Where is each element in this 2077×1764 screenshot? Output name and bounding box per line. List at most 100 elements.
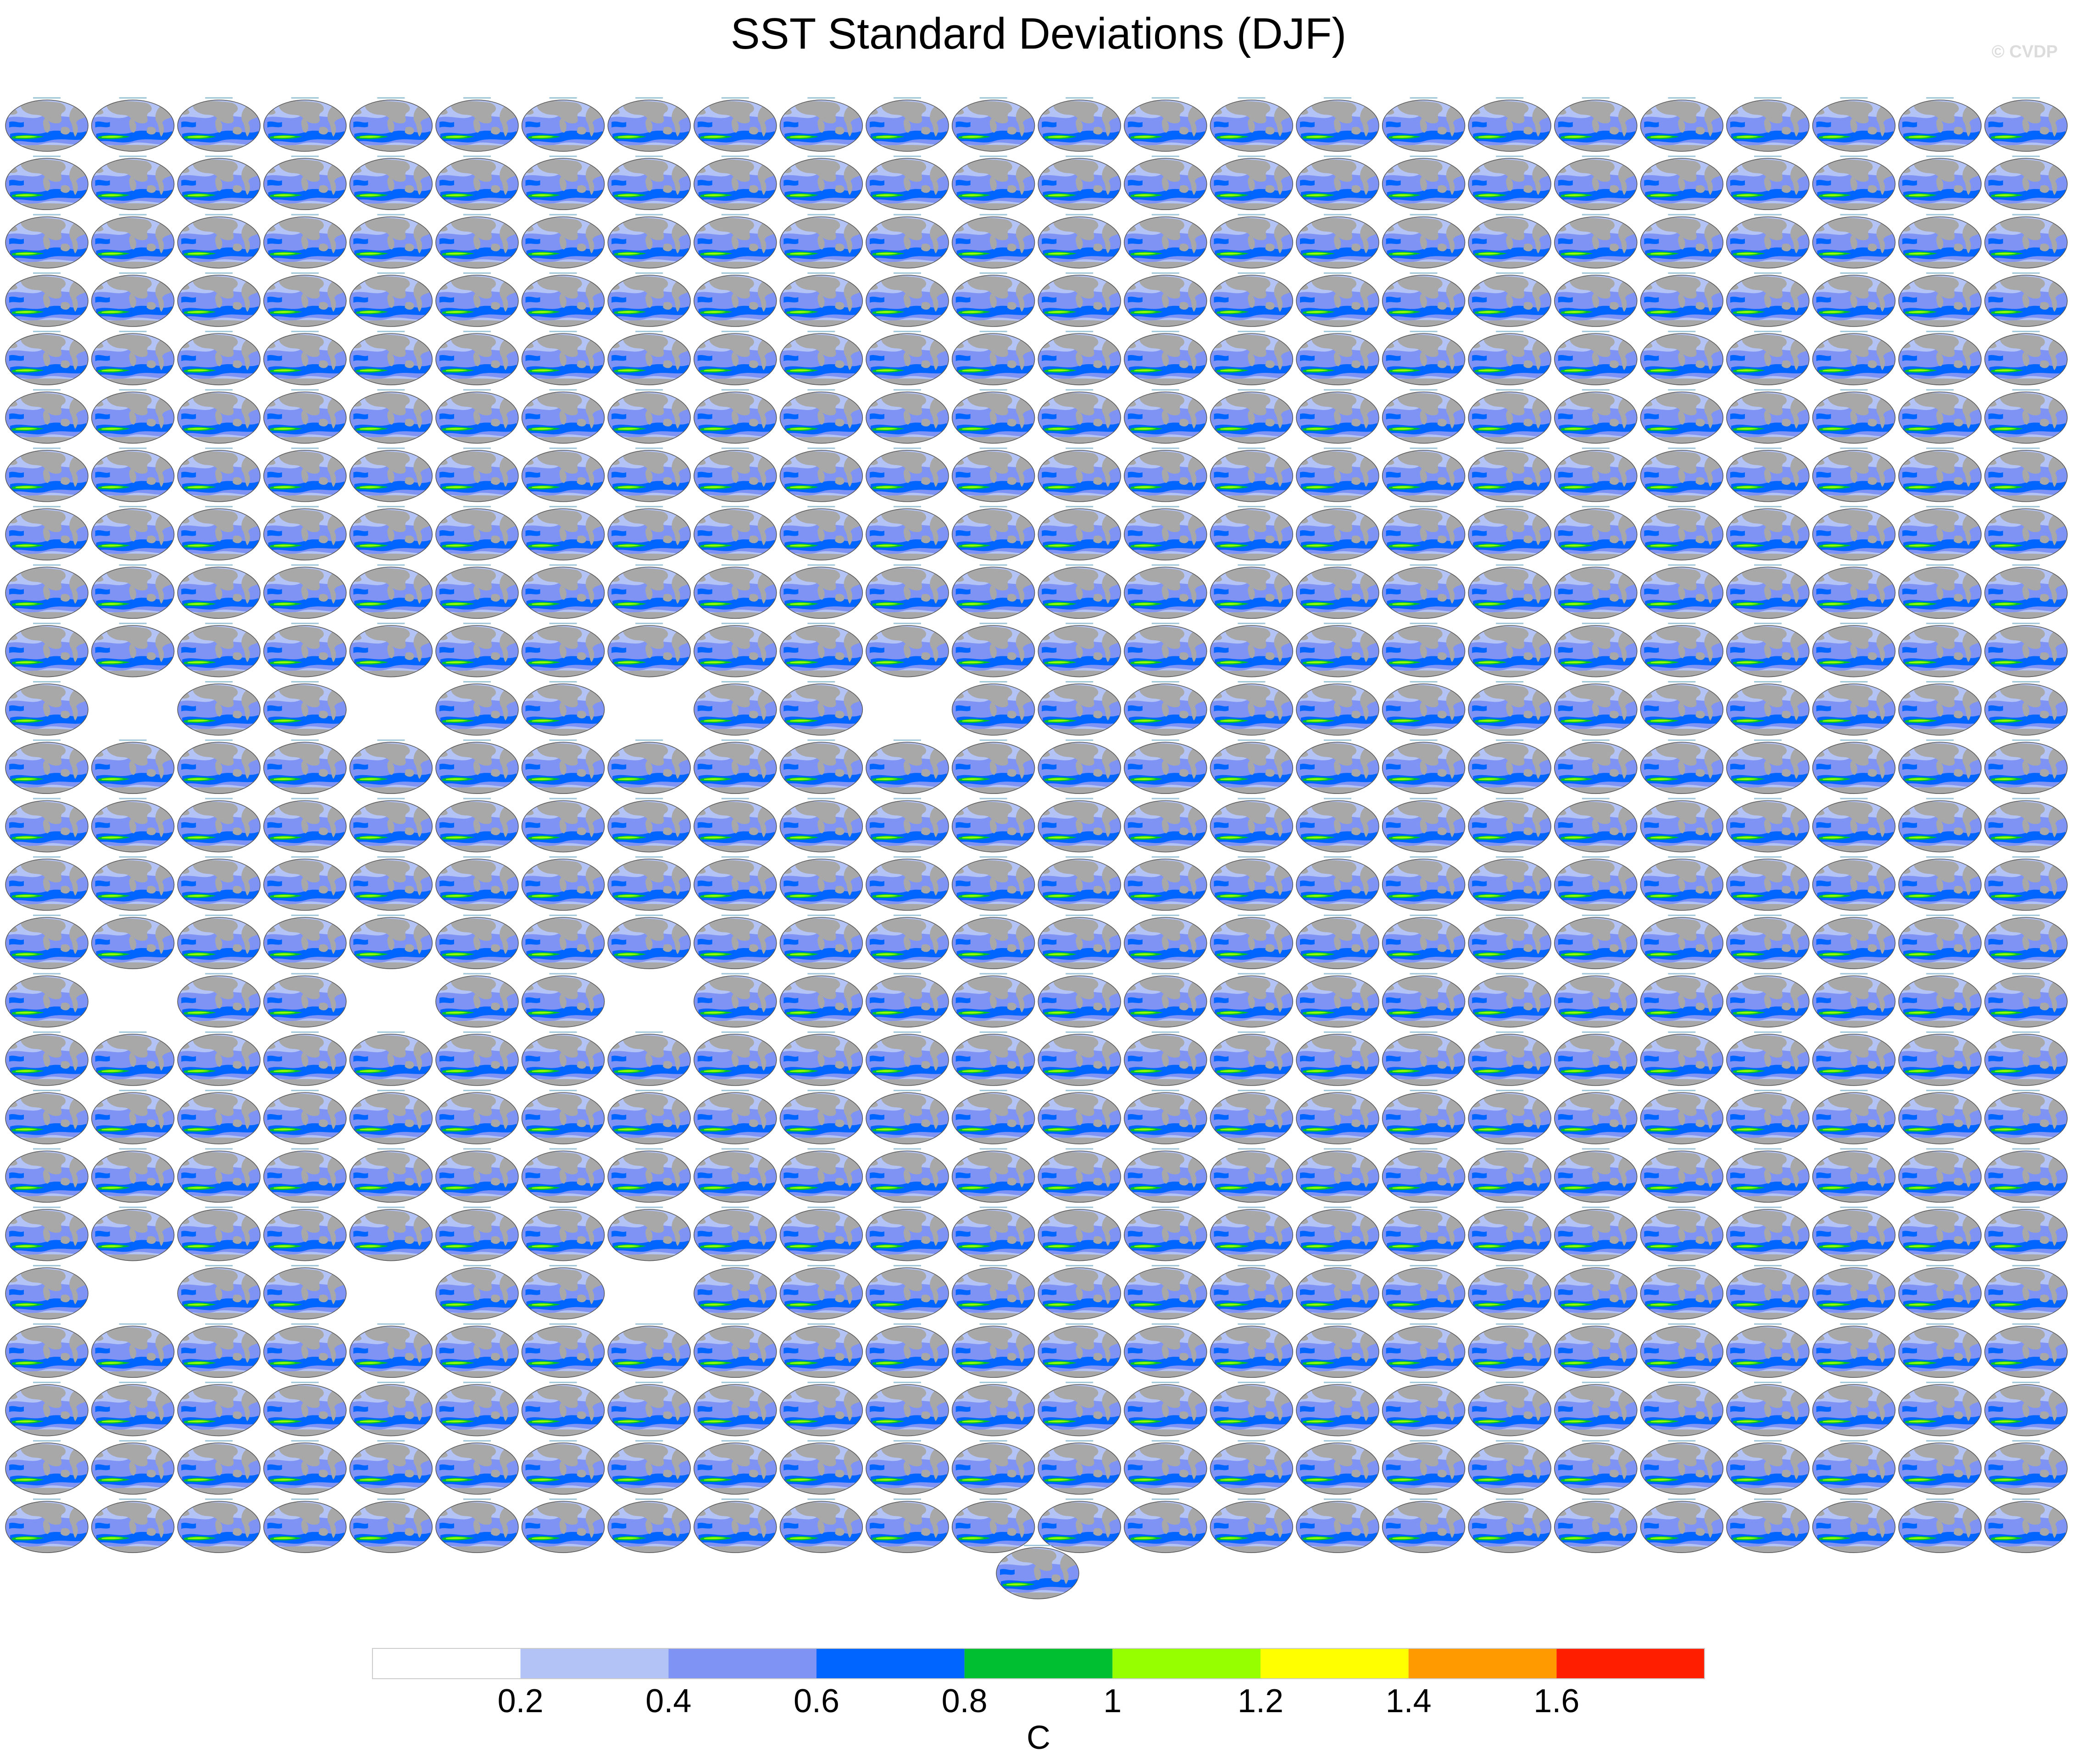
colorbar-box — [668, 1648, 816, 1679]
sst-map-panel — [866, 1381, 949, 1436]
sst-map-panel — [1124, 1498, 1207, 1553]
sst-map-panel — [1813, 1265, 1895, 1319]
sst-map-panel — [1555, 973, 1637, 1027]
sst-map-panel — [1124, 739, 1207, 793]
sst-map-panel — [178, 272, 260, 327]
sst-map-panel — [952, 1090, 1035, 1144]
colorbar-tick-label: 0.4 — [645, 1683, 692, 1720]
sst-map-panel — [264, 1498, 346, 1553]
sst-map-panel — [178, 739, 260, 793]
sst-map-panel — [6, 622, 88, 677]
sst-map-panel — [92, 1148, 174, 1202]
sst-map-panel — [1555, 915, 1637, 969]
sst-map-panel — [780, 272, 862, 327]
sst-map-panel — [1555, 1323, 1637, 1377]
sst-map-panel — [1296, 389, 1379, 444]
sst-map-panel — [1640, 1148, 1723, 1202]
sst-map-panel — [1555, 622, 1637, 677]
sst-map-panel — [1727, 506, 1809, 560]
sst-map-panel — [1468, 447, 1551, 502]
sst-map-panel — [1985, 1090, 2067, 1144]
sst-map-panel — [92, 506, 174, 560]
sst-map-panel — [1210, 506, 1293, 560]
sst-map-panel — [1124, 915, 1207, 969]
sst-map-panel — [780, 973, 862, 1027]
sst-map-panel — [264, 155, 346, 210]
sst-map-panel — [694, 1148, 777, 1202]
sst-map-panel — [952, 856, 1035, 910]
sst-map-panel — [1640, 155, 1723, 210]
sst-map-panel — [1038, 447, 1121, 502]
sst-map-panel — [694, 447, 777, 502]
sst-map-panel — [6, 506, 88, 560]
sst-map-panel — [1985, 798, 2067, 852]
sst-map-panel — [1813, 1323, 1895, 1377]
sst-map-panel — [436, 506, 518, 560]
sst-map-panel — [522, 1090, 605, 1144]
sst-map-panel — [1468, 389, 1551, 444]
sst-map-panel — [92, 1440, 174, 1494]
sst-map-panel — [952, 1381, 1035, 1436]
sst-map-panel — [1468, 1090, 1551, 1144]
sst-map-panel — [6, 973, 88, 1027]
sst-map-panel — [952, 973, 1035, 1027]
sst-map-panel — [1038, 564, 1121, 618]
sst-map-panel — [780, 214, 862, 268]
sst-map-panel — [694, 1090, 777, 1144]
sst-map-panel — [866, 97, 949, 151]
sst-map-panel — [1210, 1148, 1293, 1202]
sst-map-panel — [436, 1206, 518, 1261]
sst-map-panel — [178, 856, 260, 910]
colorbar-box — [816, 1648, 965, 1679]
sst-map-panel — [952, 447, 1035, 502]
sst-map-panel — [694, 798, 777, 852]
sst-map-panel — [350, 798, 432, 852]
sst-map-panel — [1813, 1498, 1895, 1553]
sst-map-panel — [1210, 622, 1293, 677]
sst-map-panel — [1985, 214, 2067, 268]
sst-map-panel — [264, 447, 346, 502]
sst-map-panel — [780, 564, 862, 618]
sst-map-panel — [1210, 1031, 1293, 1086]
sst-map-panel — [1899, 389, 1981, 444]
sst-map-panel — [1296, 1090, 1379, 1144]
chart-title: SST Standard Deviations (DJF) — [730, 9, 1347, 58]
sst-map-panel — [1813, 506, 1895, 560]
sst-map-panel — [522, 155, 605, 210]
sst-map-panel — [350, 1323, 432, 1377]
sst-map-panel — [1383, 389, 1465, 444]
sst-map-panel — [6, 331, 88, 385]
sst-map-panel — [92, 622, 174, 677]
sst-map-panel — [866, 447, 949, 502]
sst-map-panel — [264, 1148, 346, 1202]
sst-map-panel — [1468, 564, 1551, 618]
sst-map-panel — [694, 331, 777, 385]
sst-map-panel — [92, 798, 174, 852]
sst-map-panel — [1813, 564, 1895, 618]
sst-map-panel — [6, 272, 88, 327]
panel-grid — [0, 97, 2077, 1633]
sst-map-panel — [1899, 97, 1981, 151]
sst-map-panel — [1813, 447, 1895, 502]
sst-map-panel — [694, 214, 777, 268]
sst-map-panel — [1210, 856, 1293, 910]
sst-map-panel — [1727, 973, 1809, 1027]
sst-map-panel — [1210, 739, 1293, 793]
sst-map-panel — [1296, 973, 1379, 1027]
sst-map-panel — [1727, 564, 1809, 618]
sst-map-panel — [1383, 1498, 1465, 1553]
sst-map-panel — [1985, 506, 2067, 560]
sst-map-panel — [608, 856, 690, 910]
sst-map-panel — [436, 389, 518, 444]
sst-map-panel — [1383, 155, 1465, 210]
sst-map-panel — [1296, 155, 1379, 210]
sst-map-panel — [350, 1206, 432, 1261]
sst-map-panel — [780, 97, 862, 151]
sst-map-panel — [1210, 973, 1293, 1027]
colorbar-box — [1261, 1648, 1409, 1679]
sst-map-panel — [522, 798, 605, 852]
sst-map-panel — [1985, 447, 2067, 502]
sst-map-panel — [694, 622, 777, 677]
sst-map-panel — [264, 856, 346, 910]
sst-map-panel — [1468, 739, 1551, 793]
